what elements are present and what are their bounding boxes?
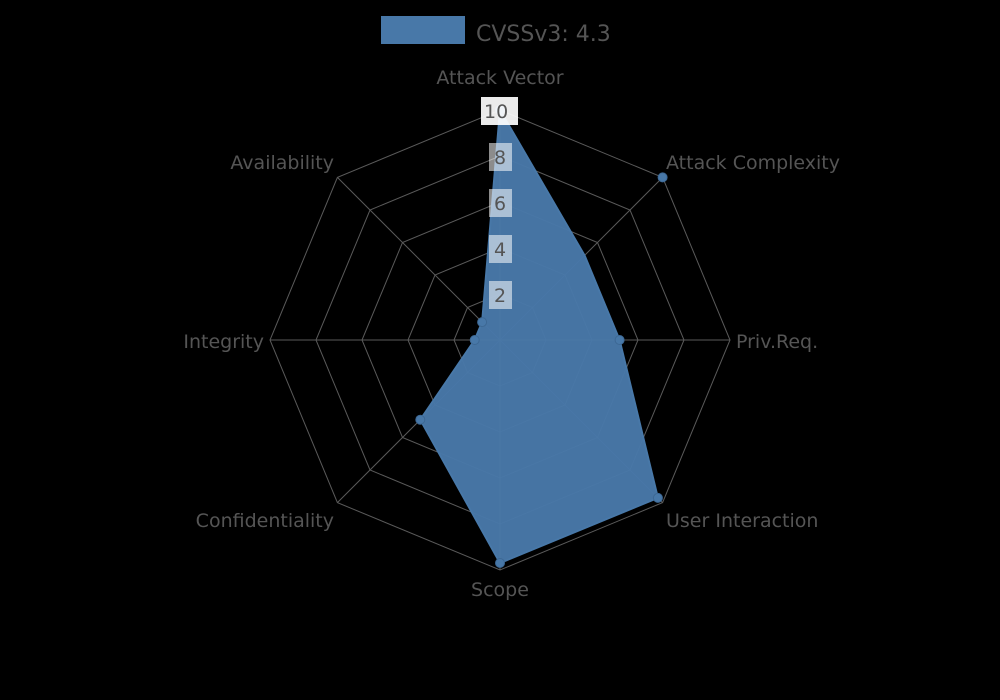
axis-label-scope: Scope	[471, 579, 529, 601]
data-point-priv-req	[614, 335, 625, 345]
data-point-integrity	[469, 335, 480, 345]
axis-label-user-interaction: User Interaction	[666, 510, 818, 532]
radial-tick-10: 10	[484, 101, 508, 123]
tick-bg-10	[481, 97, 518, 125]
axis-label-integrity: Integrity	[183, 331, 264, 353]
axis-label-attack-complexity: Attack Complexity	[666, 152, 840, 174]
radial-tick-8: 8	[494, 147, 506, 169]
radial-tick-2: 2	[494, 285, 506, 307]
radial-tick-labels: 2 4 6 8 10	[481, 97, 518, 309]
axis-label-priv-req: Priv.Req.	[736, 331, 818, 353]
legend-label: CVSSv3: 4.3	[476, 22, 611, 47]
tick-bg-8	[489, 143, 512, 171]
chart-legend[interactable]: CVSSv3: 4.3	[381, 16, 611, 47]
axis-label-availability: Availability	[230, 152, 334, 174]
data-point-user-interaction	[652, 492, 663, 503]
legend-swatch	[381, 16, 465, 44]
axis-label-confidentiality: Confidentiality	[196, 510, 334, 532]
data-point-scope	[495, 558, 505, 568]
data-point-attack-complexity	[657, 172, 668, 183]
radar-series-cvssv3	[415, 105, 668, 568]
tick-bg-6	[489, 189, 512, 217]
tick-bg-2	[489, 281, 512, 309]
data-point-availability	[477, 317, 488, 328]
axis-label-attack-vector: Attack Vector	[436, 67, 563, 89]
spoke-availability	[337, 177, 501, 341]
radial-tick-6: 6	[494, 193, 506, 215]
data-point-confidentiality	[415, 414, 426, 425]
tick-bg-4	[489, 235, 512, 263]
radial-tick-4: 4	[494, 239, 506, 261]
radar-axis-labels: Attack Vector Attack Complexity Priv.Req…	[183, 67, 840, 601]
radar-series-points	[415, 105, 668, 568]
